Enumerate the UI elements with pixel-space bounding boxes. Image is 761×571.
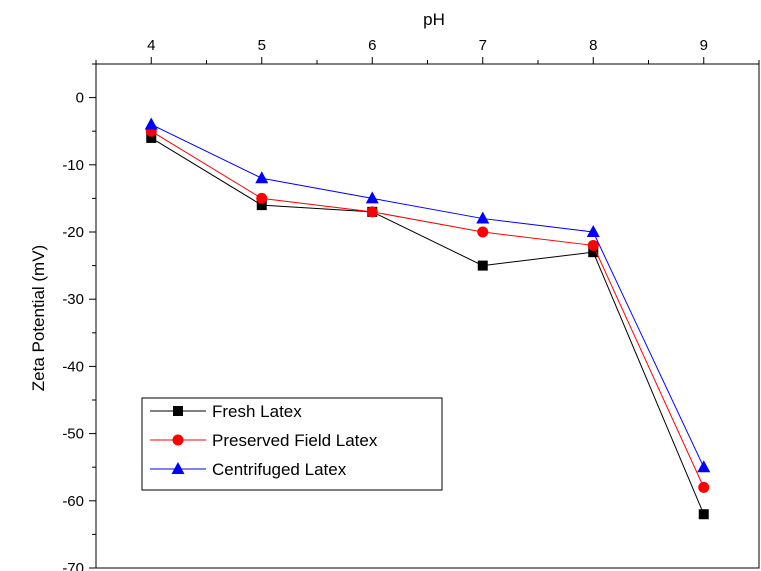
y-tick-label: -20 (62, 224, 84, 241)
x-tick-label: 8 (589, 37, 597, 54)
y-tick-label: -70 (62, 560, 84, 571)
series-layer (144, 117, 711, 520)
data-point (476, 211, 490, 224)
legend-label: Preserved Field Latex (212, 431, 378, 450)
data-point (366, 206, 378, 218)
y-tick-label: -30 (62, 291, 84, 308)
legend-marker (171, 462, 185, 474)
data-point (477, 260, 488, 271)
series-line (151, 124, 705, 468)
y-axis-title: Zeta Potential (mV) (29, 245, 48, 391)
legend-label: Fresh Latex (212, 402, 302, 421)
data-point (256, 200, 267, 211)
y-axis: 0 -10 -20 -30 -40 -50 -60 -70 (62, 63, 96, 571)
legend-item: Preserved Field Latex (150, 431, 378, 450)
data-point (365, 191, 379, 204)
legend-marker (173, 406, 183, 416)
y-tick-label: -50 (62, 426, 84, 443)
series-centrifuged-latex (144, 117, 711, 473)
y-tick-label: -40 (62, 358, 84, 375)
legend-label: Centrifuged Latex (212, 460, 347, 479)
x-tick-label: 4 (147, 37, 155, 54)
data-point (698, 481, 710, 493)
data-point (698, 509, 709, 520)
legend-box (141, 397, 443, 491)
x-axis-title: pH (423, 10, 445, 29)
legend-item: Centrifuged Latex (150, 460, 347, 479)
x-tick-label: 5 (258, 37, 266, 54)
legend: Fresh Latex Preserved Field Latex Centrifu… (141, 397, 443, 491)
x-axis: 4 5 6 7 8 9 (95, 37, 760, 64)
data-point (697, 460, 711, 473)
data-point (146, 132, 157, 143)
series-line (150, 130, 705, 488)
x-tick-label: 7 (479, 37, 487, 54)
data-point (477, 226, 489, 238)
y-tick-label: 0 (76, 90, 84, 107)
y-tick-label: -10 (62, 157, 84, 174)
data-point (144, 117, 158, 130)
series-line (150, 137, 705, 515)
x-tick-label: 9 (700, 37, 708, 54)
data-point (586, 225, 600, 237)
y-tick-label: -60 (62, 493, 84, 510)
data-point (256, 192, 268, 204)
data-point (587, 239, 599, 251)
plot-frame (95, 63, 760, 569)
legend-item: Fresh Latex (150, 402, 302, 421)
data-point (588, 247, 599, 258)
x-tick-label: 6 (368, 37, 376, 54)
data-point (255, 171, 269, 184)
legend-marker (172, 434, 184, 446)
